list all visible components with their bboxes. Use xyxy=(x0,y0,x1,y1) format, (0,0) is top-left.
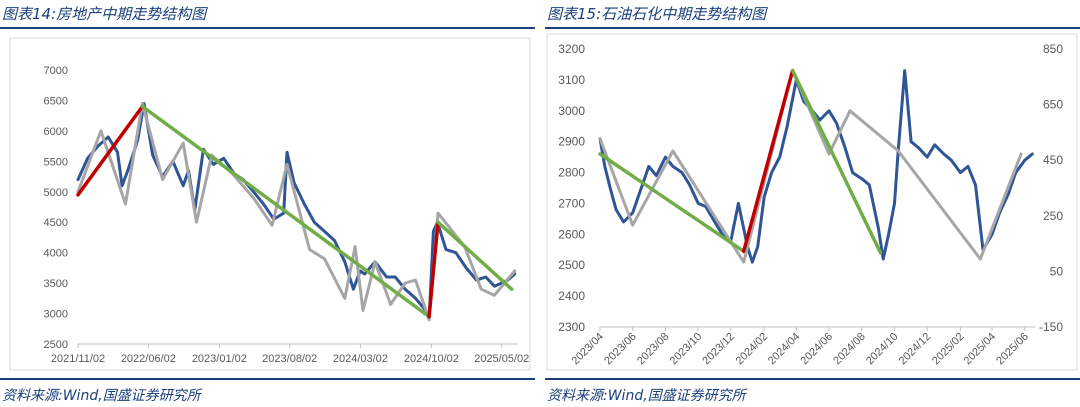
x-tick-label: 2025/04 xyxy=(962,331,999,368)
y-tick-label: 2900 xyxy=(558,135,585,149)
downtrend-line xyxy=(598,152,746,254)
figure-title: 图表14:房地产中期走势结构图 xyxy=(2,5,207,23)
y-tick-label: 2500 xyxy=(44,339,68,351)
x-tick-label: 2021/11/02 xyxy=(51,353,105,365)
x-tick-label: 2025/05/02 xyxy=(474,353,529,365)
y-tick-label: 4000 xyxy=(44,248,68,260)
x-tick-label: 2024/02 xyxy=(734,331,771,368)
x-tick-label: 2024/04 xyxy=(766,331,803,368)
x-tick-label: 2023/08 xyxy=(635,331,672,368)
right-figure: 图表15:石油石化中期走势结构图 2300 2400 2500 2600 2700 280… xyxy=(545,0,1080,407)
y2-tick-label: 450 xyxy=(1043,153,1063,167)
x-tick-label: 2023/10 xyxy=(668,331,705,368)
y2-tick-label: 250 xyxy=(1043,209,1063,223)
y2-tick-label: 50 xyxy=(1050,264,1064,278)
downtrend-line xyxy=(140,104,431,319)
y-tick-label: 3100 xyxy=(558,73,585,87)
x-tick-label: 2024/10/02 xyxy=(404,353,459,365)
uptrend-line xyxy=(427,220,440,319)
y-tick-label: 3200 xyxy=(558,42,585,56)
x-tick-label: 2024/03/02 xyxy=(333,353,388,365)
y-tick-label: 2800 xyxy=(558,166,585,180)
structure-line xyxy=(76,102,517,322)
x-tick-label: 2025/06 xyxy=(994,331,1031,368)
y-tick-label: 6000 xyxy=(44,126,68,138)
x-tick-label: 2024/06 xyxy=(799,331,836,368)
y-tick-label: 3000 xyxy=(44,309,68,321)
y-tick-label: 3000 xyxy=(558,104,585,118)
plot-frame xyxy=(9,37,531,371)
source-divider xyxy=(0,378,535,380)
y-tick-label: 2700 xyxy=(558,196,585,210)
title-divider xyxy=(0,27,535,29)
source-divider xyxy=(545,378,1080,380)
downtrend-line xyxy=(436,220,514,291)
y-tick-label: 2400 xyxy=(558,289,585,303)
y-tick-label: 4500 xyxy=(44,217,68,229)
x-tick-label: 2022/06/02 xyxy=(121,353,176,365)
y-tick-label: 7000 xyxy=(44,65,68,77)
y2-tick-label: -150 xyxy=(1039,320,1063,334)
y-tick-label: 3500 xyxy=(44,278,68,290)
source-note: 资料来源:Wind,国盛证券研究所 xyxy=(547,388,746,404)
chart-petrochemical: 2300 2400 2500 2600 2700 2800 2900 3000 3100 3200… xyxy=(546,33,1078,371)
y2-tick-label: 650 xyxy=(1043,98,1063,112)
x-tick-label: 2023/12 xyxy=(700,331,737,368)
source-note: 资料来源:Wind,国盛证券研究所 xyxy=(2,388,201,404)
price-line xyxy=(598,69,1034,264)
figure-title: 图表15:石油石化中期走势结构图 xyxy=(547,5,767,23)
x-tick-label: 2024/08 xyxy=(831,331,868,368)
x-tick-label: 2023/08/02 xyxy=(262,353,317,365)
uptrend-line xyxy=(741,68,795,254)
plot-frame xyxy=(546,33,1078,371)
y2-tick-label: 850 xyxy=(1043,42,1063,56)
y-tick-label: 2300 xyxy=(558,320,585,334)
downtrend-line xyxy=(790,68,883,255)
y-tick-label: 2500 xyxy=(558,258,585,272)
x-tick-label: 2024/10 xyxy=(864,331,901,368)
left-figure: 图表14:房地产中期走势结构图 2500 3000 3500 4000 4500 5000… xyxy=(0,0,535,407)
y-tick-label: 2600 xyxy=(558,227,585,241)
title-divider xyxy=(545,27,1080,29)
structure-line xyxy=(598,69,1023,264)
x-tick-label: 2023/06 xyxy=(602,331,639,368)
chart-real-estate: 2500 3000 3500 4000 4500 5000 5500 6000 6500 7000… xyxy=(9,37,531,371)
x-tick-label: 2024/12 xyxy=(897,331,934,368)
y-tick-label: 5500 xyxy=(44,156,68,168)
x-tick-label: 2025/02 xyxy=(930,331,967,368)
y-tick-label: 6500 xyxy=(44,95,68,107)
uptrend-line xyxy=(76,104,145,197)
x-tick-label: 2023/01/02 xyxy=(192,353,247,365)
y-tick-label: 5000 xyxy=(44,187,68,199)
x-tick-label: 2023/04 xyxy=(570,331,607,368)
price-line xyxy=(76,102,517,322)
